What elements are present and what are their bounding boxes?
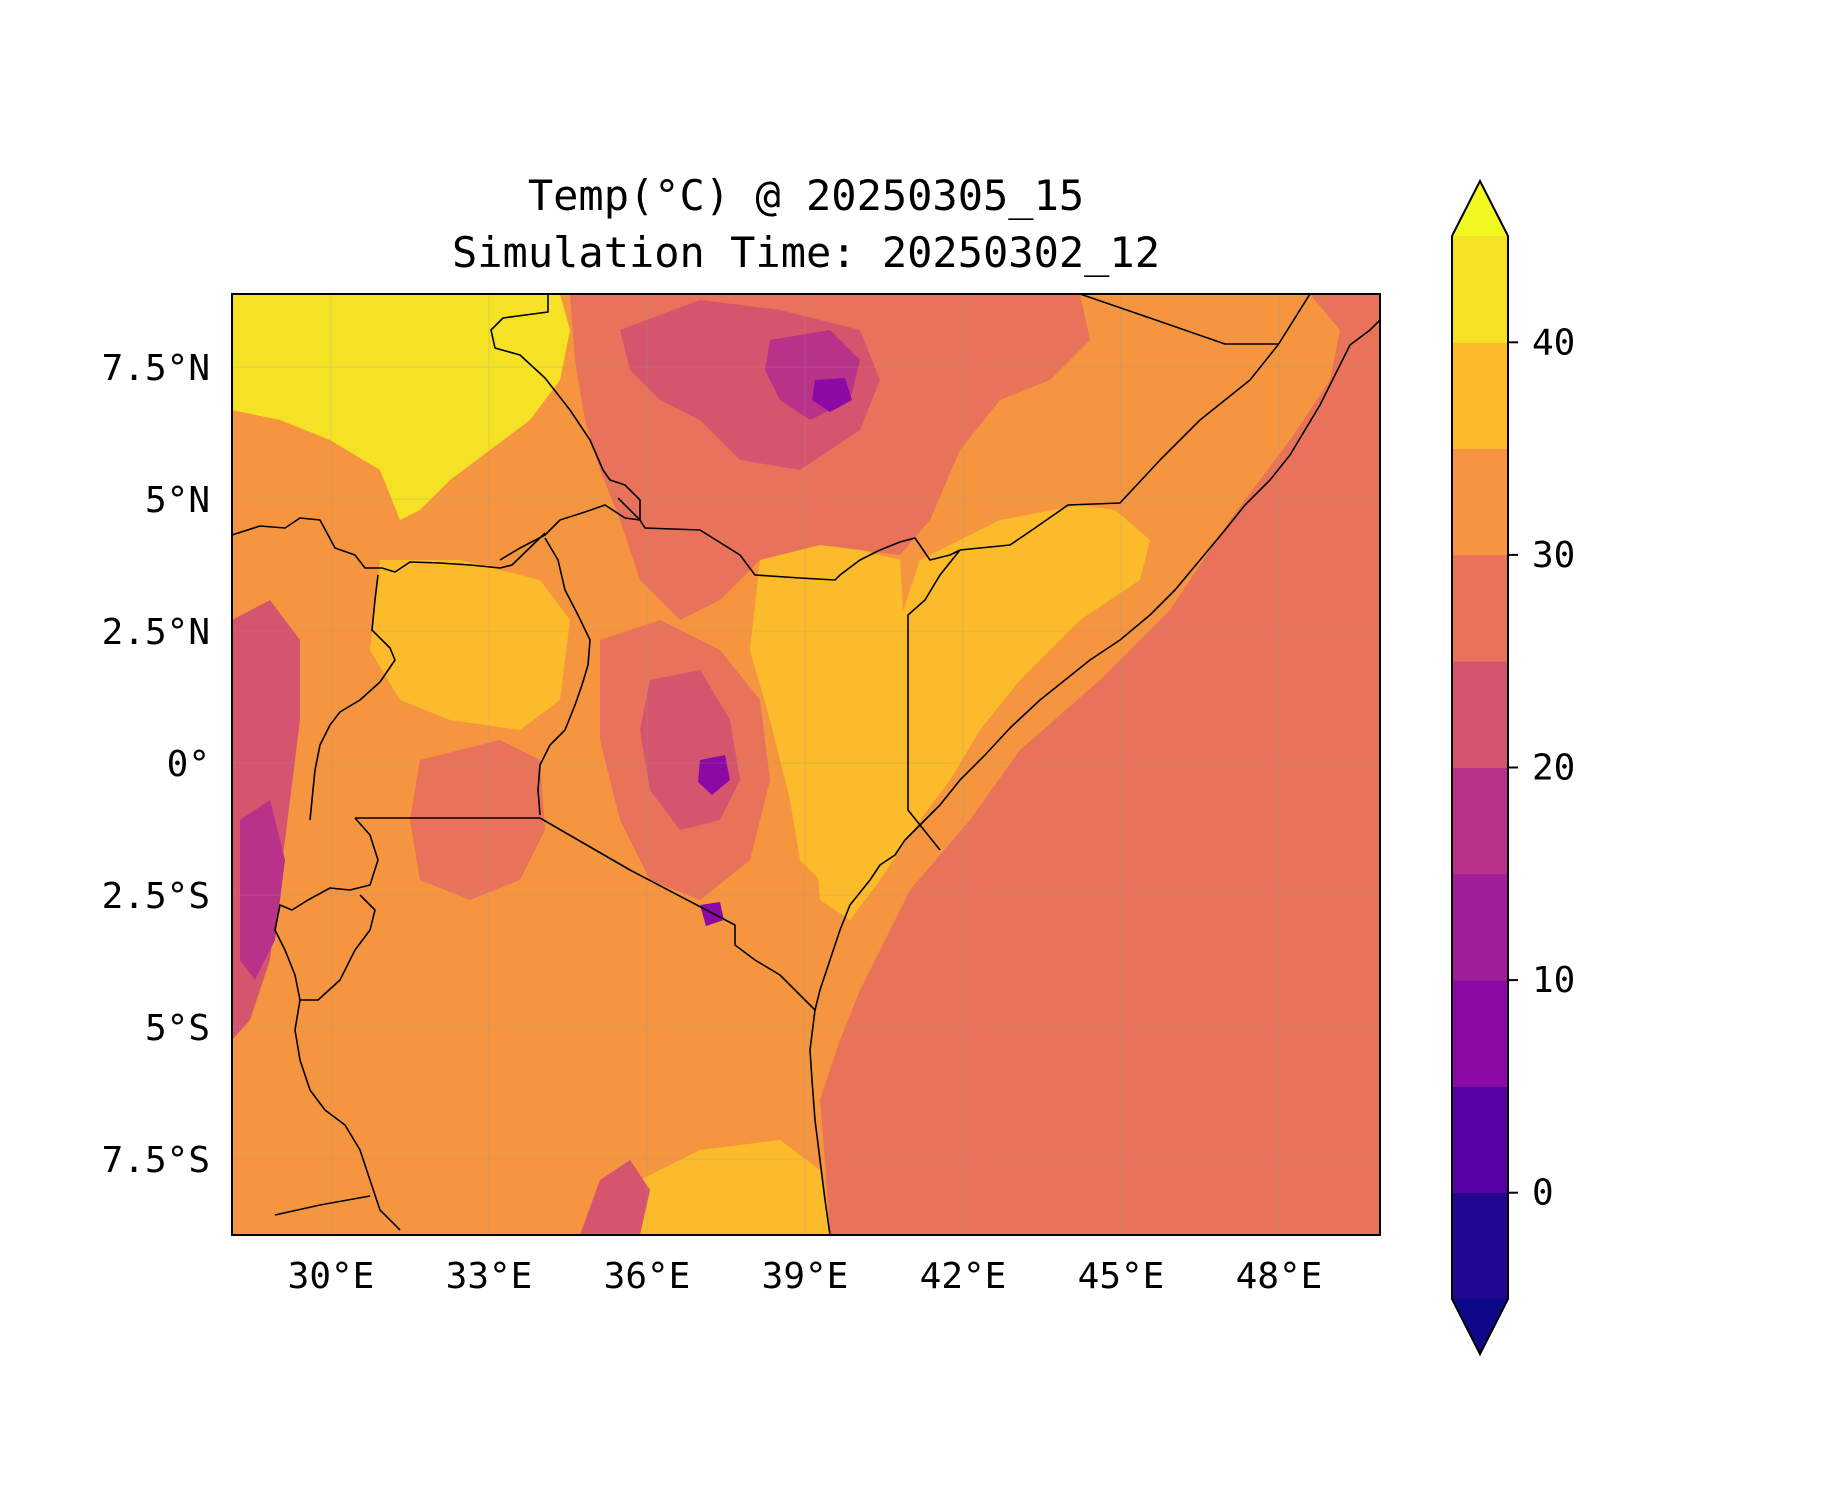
tanzania-south-cool [580, 1160, 650, 1235]
border-uganda-kenya [537, 537, 591, 816]
y-tick-label: 7.5°N [102, 348, 210, 389]
south-sudan-hot [232, 294, 570, 520]
border-south-sudan-uganda [232, 517, 546, 573]
border-tanzania-lake-tanganyika [294, 999, 401, 1231]
colorbar-segment [1452, 767, 1508, 875]
border-tanzania-west [300, 894, 376, 1001]
colorbar-segment [1452, 236, 1508, 343]
map-frame [231, 293, 1381, 1236]
y-tick-labels: 7.5°N 5°N 2.5°N 0° 2.5°S 5°S 7.5°S [102, 348, 210, 1181]
x-tick-label: 45°E [1078, 1256, 1165, 1297]
colorbar-segment [1452, 342, 1508, 450]
y-tick-label: 2.5°N [102, 612, 210, 653]
border-kenya-somalia [907, 549, 961, 851]
y-tick-label: 0° [167, 744, 210, 785]
x-tick-label: 39°E [762, 1256, 849, 1297]
colorbar-segment [1452, 873, 1508, 981]
coastline-east-africa [809, 319, 1380, 1235]
border-kenya-tanzania [539, 817, 816, 1011]
border-uganda-congo [309, 574, 396, 821]
border-ethiopia-kenya [617, 497, 961, 581]
colorbar-segment [1452, 1086, 1508, 1194]
y-tick-label: 5°S [145, 1008, 210, 1049]
colorbar-tick-label: 30 [1532, 535, 1575, 576]
chart-title-line2: Simulation Time: 20250302_12 [452, 228, 1160, 277]
colorbar-tick-label: 20 [1532, 748, 1575, 789]
colorbar-segment [1452, 661, 1508, 768]
border-somalia-north [1079, 294, 1278, 345]
colorbar-segment [1452, 980, 1508, 1087]
gridlines [232, 294, 1380, 1235]
x-tick-label: 33°E [446, 1256, 533, 1297]
colorbar-segment [1452, 1192, 1508, 1300]
colorbar-extend-min [1452, 1299, 1508, 1354]
ethiopia-colder-spot [812, 378, 852, 412]
x-tick-label: 42°E [920, 1256, 1007, 1297]
colorbar-extend-max [1452, 181, 1508, 236]
y-tick-label: 7.5°S [102, 1140, 210, 1181]
y-tick-label: 2.5°S [102, 876, 210, 917]
colorbar-tick-label: 0 [1532, 1173, 1554, 1214]
somalia-warm-band [815, 505, 1150, 920]
border-ethiopia-somalia [959, 294, 1311, 551]
x-tick-label: 48°E [1236, 1256, 1323, 1297]
colorbar: 0 10 20 30 40 [1451, 178, 1575, 1357]
colorbar-segment [1452, 554, 1508, 662]
tanzania-south-warm [620, 1140, 830, 1235]
kilimanjaro [700, 902, 724, 926]
x-tick-label: 30°E [288, 1256, 375, 1297]
lake-victoria [410, 740, 545, 900]
ne-kenya-hot [750, 540, 905, 880]
y-tick-label: 5°N [145, 480, 210, 521]
x-tick-label: 36°E [604, 1256, 691, 1297]
colorbar-segment [1452, 448, 1508, 556]
colorbar-outline [1451, 178, 1509, 1357]
colorbar-tick-label: 10 [1532, 960, 1575, 1001]
temperature-field [232, 294, 1380, 1235]
x-tick-labels: 30°E 33°E 36°E 39°E 42°E 45°E 48°E [288, 1256, 1323, 1297]
uganda-warm [370, 560, 570, 730]
chart-title-line1: Temp(°C) @ 20250305_15 [528, 171, 1084, 220]
border-south-sudan-east [490, 294, 641, 561]
border-rwanda-burundi [274, 817, 379, 1001]
albertine-cold [240, 800, 285, 980]
border-tanzania-zambia [274, 1195, 371, 1216]
borders [232, 294, 1380, 1235]
mt-kenya [698, 755, 730, 795]
colorbar-tick-label: 40 [1532, 322, 1575, 363]
